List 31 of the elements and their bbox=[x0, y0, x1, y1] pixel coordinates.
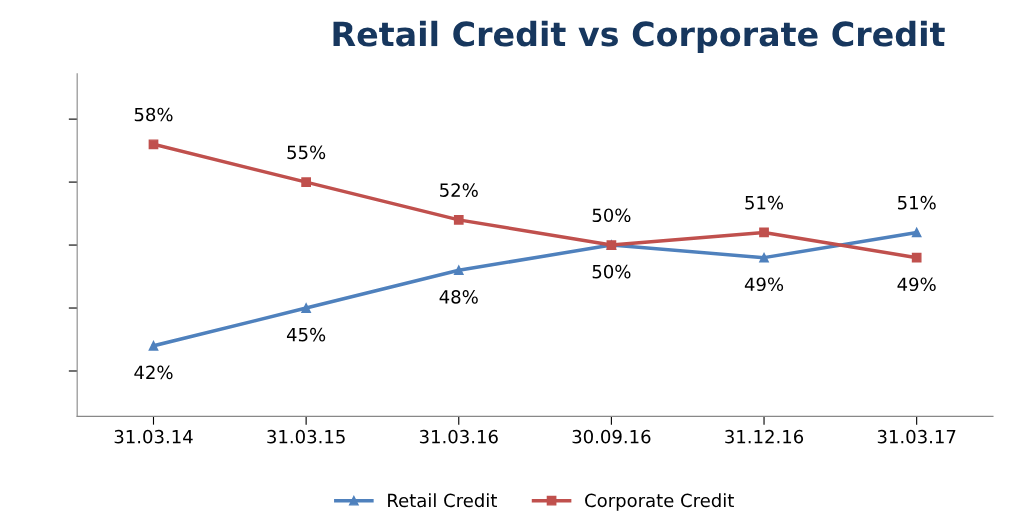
x-tick-label: 31.03.17 bbox=[877, 429, 956, 444]
data-label: 48% bbox=[439, 290, 478, 304]
legend-label: Retail Credit bbox=[388, 493, 497, 508]
point bbox=[148, 340, 159, 351]
point bbox=[301, 303, 311, 313]
data-label: 42% bbox=[134, 365, 173, 380]
x-tick-label: 30.09.16 bbox=[572, 429, 651, 444]
data-label: 58% bbox=[134, 107, 173, 122]
point bbox=[453, 215, 464, 225]
point bbox=[453, 265, 464, 276]
point bbox=[911, 227, 922, 238]
point bbox=[301, 177, 311, 187]
x-tick-label: 31.03.16 bbox=[419, 429, 498, 444]
point bbox=[759, 252, 769, 263]
data-label: 50% bbox=[592, 208, 631, 223]
data-label: 49% bbox=[897, 277, 936, 292]
data-label: 51% bbox=[898, 195, 936, 210]
data-label: 51% bbox=[745, 195, 784, 210]
point bbox=[911, 252, 922, 263]
x-tick-label: 31.03.14 bbox=[114, 429, 193, 444]
legend-label: Corporate Credit bbox=[585, 493, 734, 511]
data-label: 45% bbox=[286, 327, 326, 342]
x-tick-label: 31.03.15 bbox=[267, 429, 345, 444]
chart-title: Retail Credit vs Corporate Credit bbox=[333, 20, 945, 54]
data-label: 49% bbox=[744, 277, 784, 292]
data-label: 50% bbox=[592, 264, 631, 279]
point bbox=[759, 227, 769, 238]
data-label: 52% bbox=[440, 183, 478, 197]
data-label: 55% bbox=[287, 145, 326, 160]
x-tick-label: 31.12.16 bbox=[725, 429, 804, 444]
point bbox=[148, 139, 159, 150]
